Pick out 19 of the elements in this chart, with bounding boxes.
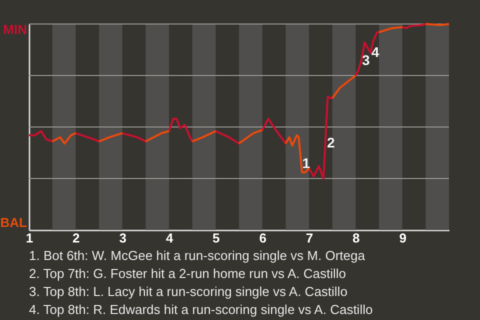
x-tick-label: 8 [352,230,360,246]
annotation: 4 [371,44,380,60]
x-tick-label: 5 [212,230,220,246]
x-tick-label: 7 [306,230,314,246]
x-tick-label: 2 [72,230,80,246]
text: 1. Bot 6th: W. McGee hit a run-scoring single vs M. Ortega [29,248,366,263]
x-tick-label: 9 [399,230,406,246]
annotation: 1 [302,155,310,172]
text: MIN [3,22,27,37]
text: 4. Top 8th: R. Edwards hit a run-scoring single vs A. Castillo [29,302,373,317]
annotation: 3 [362,52,370,68]
x-tick-label: 6 [259,230,266,246]
annotation: 2 [327,134,336,150]
x-tick-label: 4 [166,230,174,246]
x-tick-label: 1 [26,230,34,246]
text: BAL [0,215,28,230]
x-tick-label: 3 [119,230,126,246]
text: 3. Top 8th: L. Lacy hit a run-scoring single vs A. Castillo [29,284,348,299]
text: 2. Top 7th: G. Foster hit a 2-run home run vs A. Castillo [29,266,346,281]
